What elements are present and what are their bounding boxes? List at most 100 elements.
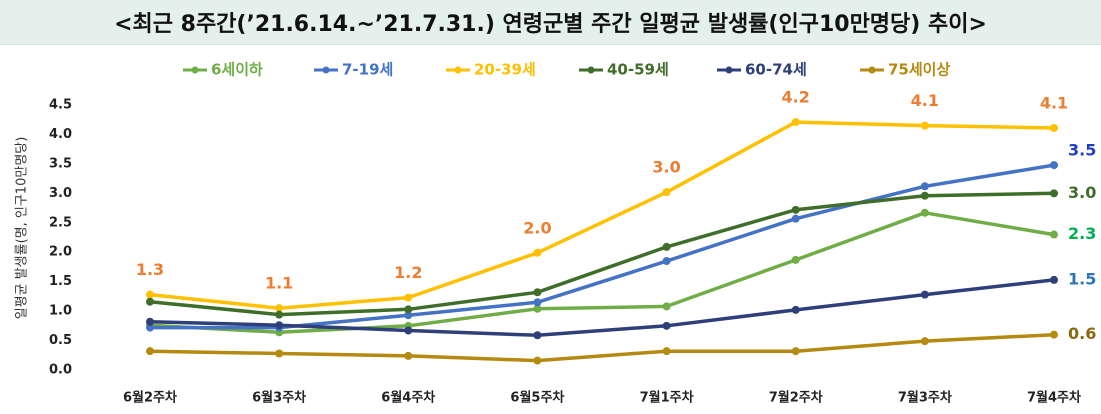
series-line-7-19: [150, 163, 1055, 330]
series-line-40-59: [149, 191, 1055, 317]
legend-swatch-marker: [868, 66, 876, 74]
legend-swatch-marker: [322, 66, 330, 74]
data-point-60-74: [404, 326, 413, 335]
data-point-75: [920, 337, 929, 346]
data-point-6: [662, 302, 671, 311]
data-point-20-39: [920, 121, 929, 130]
legend-swatch-marker: [454, 66, 462, 74]
y-axis: 0.0 0.5 1.0 1.5 2.0 2.5 3.0 3.5 4.0 4.5: [49, 98, 72, 378]
series-line-20-39: [149, 120, 1055, 310]
legend-swatch-marker: [587, 66, 595, 74]
data-point-60-74: [1050, 275, 1058, 284]
data-label-20-39: 4.1: [911, 91, 939, 110]
x-axis: 6월2주차 6월3주차 6월4주차 6월5주차 7월1주차 7월2주차 7월3주차 7월4주차: [123, 390, 1081, 406]
data-point-20-39: [1050, 123, 1058, 132]
data-point-40-59: [920, 191, 929, 200]
data-point-60-74: [662, 321, 671, 330]
x-tick-label: 7월1주차: [640, 390, 694, 406]
data-point-6: [533, 304, 542, 313]
data-point-20-39: [662, 188, 671, 197]
data-point-6: [791, 255, 800, 264]
data-point-7-19: [791, 214, 800, 223]
data-label-20-39: 4.1: [1040, 93, 1068, 112]
data-point-60-74: [920, 290, 929, 299]
x-tick-label: 6월5주차: [510, 390, 564, 406]
chart-title-bar: <최근 8주간(’21.6.14.~’21.7.31.) 연령군별 주간 일평균…: [0, 0, 1101, 45]
x-tick-label: 6월3주차: [252, 390, 306, 406]
x-tick-label: 6월4주차: [381, 390, 435, 406]
data-point-40-59: [404, 305, 413, 314]
data-point-20-39: [275, 304, 284, 313]
data-label-6: 2.3: [1068, 224, 1096, 243]
data-point-7-19: [533, 298, 542, 307]
data-point-75: [533, 356, 542, 365]
data-label-20-39: 1.3: [136, 260, 164, 279]
data-labels: 1.3 1.1 1.2 2.0 3.0 4.2 4.1 4.1 3.5 3.0 2.3 1.5 0.6: [136, 88, 1097, 344]
data-point-7-19: [662, 257, 671, 266]
data-point-75: [404, 351, 413, 360]
data-point-6: [920, 208, 929, 217]
legend: 6세이하 7-19세 20-39세 40-59세 60-74세 75세이상: [183, 61, 950, 79]
y-tick-label: 2.5: [49, 215, 72, 230]
y-tick-label: 4.5: [49, 98, 72, 113]
data-point-60-74: [533, 331, 542, 340]
data-label-7-19: 3.5: [1068, 141, 1096, 160]
data-point-20-39: [533, 248, 542, 257]
data-point-40-59: [275, 310, 284, 319]
data-point-6: [1050, 230, 1058, 239]
data-point-20-39: [791, 118, 800, 127]
data-label-40-59: 3.0: [1068, 183, 1096, 202]
y-tick-label: 0.5: [49, 333, 72, 348]
data-point-20-39: [146, 290, 154, 299]
y-tick-label: 1.0: [49, 304, 72, 319]
legend-label-75: 75세이상: [888, 61, 950, 79]
legend-swatch-marker: [191, 66, 199, 74]
legend-label-20-39: 20-39세: [474, 61, 536, 79]
y-axis-title: 일평균 발생률(명, 인구10만명당): [15, 137, 30, 320]
series-line-60-74: [149, 278, 1055, 338]
legend-label-60-74: 60-74세: [745, 61, 807, 79]
data-label-20-39: 1.1: [265, 274, 293, 293]
data-point-75: [1050, 330, 1058, 339]
data-label-20-39: 3.0: [652, 158, 680, 177]
x-tick-label: 7월2주차: [769, 390, 823, 406]
legend-label-40-59: 40-59세: [607, 61, 669, 79]
data-point-40-59: [1050, 189, 1058, 198]
data-label-20-39: 4.2: [782, 88, 810, 107]
data-point-60-74: [791, 305, 800, 314]
y-tick-label: 3.5: [49, 156, 72, 171]
data-point-40-59: [791, 205, 800, 214]
x-tick-label: 6월2주차: [123, 390, 177, 406]
y-tick-label: 1.5: [49, 274, 72, 289]
data-label-60-74: 1.5: [1068, 269, 1096, 288]
data-point-7-19: [920, 182, 929, 191]
data-point-60-74: [275, 321, 284, 330]
data-point-75: [662, 347, 671, 356]
legend-label-6: 6세이하: [211, 61, 263, 79]
data-point-40-59: [662, 242, 671, 251]
data-point-40-59: [146, 297, 154, 306]
data-point-75: [791, 347, 800, 356]
y-tick-label: 4.0: [49, 127, 72, 142]
data-label-75: 0.6: [1068, 324, 1096, 343]
data-point-40-59: [533, 288, 542, 297]
chart-title: <최근 8주간(’21.6.14.~’21.7.31.) 연령군별 주간 일평균…: [114, 12, 987, 37]
legend-swatch-marker: [725, 66, 733, 74]
series-line-6: [149, 211, 1055, 335]
y-tick-label: 3.0: [49, 186, 72, 201]
x-tick-label: 7월4주차: [1027, 390, 1081, 406]
data-point-7-19: [1050, 161, 1058, 170]
series-points: [146, 118, 1058, 365]
data-point-7-19: [404, 311, 413, 320]
y-tick-label: 2.0: [49, 245, 72, 260]
series-lines: [149, 120, 1055, 363]
data-point-75: [275, 349, 284, 358]
data-point-60-74: [146, 317, 154, 326]
data-label-20-39: 1.2: [394, 263, 422, 282]
x-tick-label: 7월3주차: [898, 390, 952, 406]
data-label-20-39: 2.0: [523, 218, 551, 237]
data-point-20-39: [404, 293, 413, 302]
series-line-75: [149, 332, 1055, 363]
legend-label-7-19: 7-19세: [342, 61, 393, 79]
